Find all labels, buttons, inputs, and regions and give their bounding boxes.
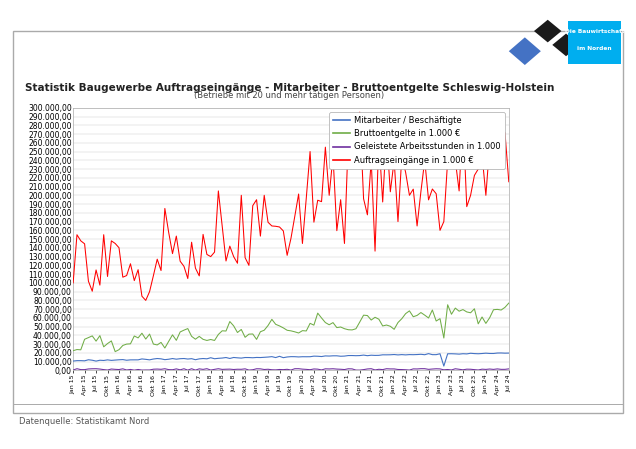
Text: Die Bauwirtschaft: Die Bauwirtschaft — [565, 29, 625, 34]
Text: im Norden: im Norden — [577, 45, 612, 51]
FancyBboxPatch shape — [569, 21, 621, 64]
Text: (Betriebe mit 20 und mehr tätigen Personen): (Betriebe mit 20 und mehr tätigen Person… — [195, 91, 384, 100]
Polygon shape — [552, 34, 580, 56]
Text: Datenquelle: Statistikamt Nord: Datenquelle: Statistikamt Nord — [19, 417, 149, 426]
Text: Statistik Baugewerbe Auftragseingänge - Mitarbeiter - Bruttoentgelte Schleswig-H: Statistik Baugewerbe Auftragseingänge - … — [25, 83, 554, 92]
Polygon shape — [509, 37, 541, 65]
Polygon shape — [534, 20, 562, 42]
Legend: Mitarbeiter / Beschäftigte, Bruttoentgelte in 1.000 €, Geleistete Arbeitsstunden: Mitarbeiter / Beschäftigte, Bruttoentgel… — [329, 112, 504, 169]
